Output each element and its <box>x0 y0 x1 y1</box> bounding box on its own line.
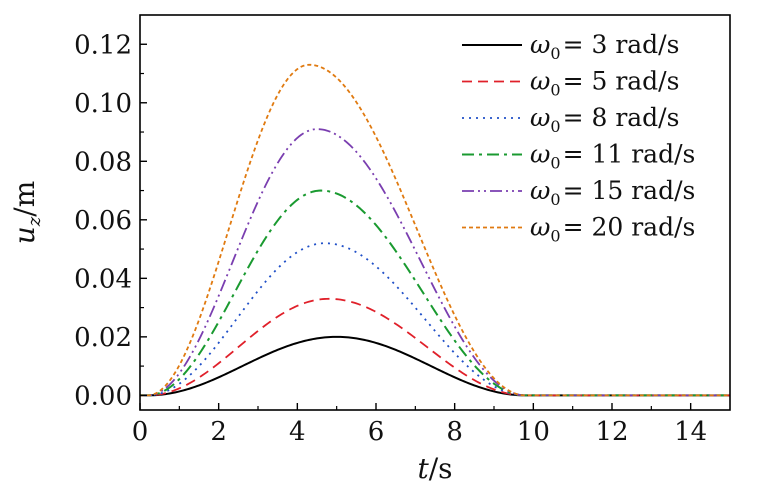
plot-frame <box>139 14 731 411</box>
series-line-1 <box>140 297 730 397</box>
axes: 0 2 4 6 8 10 12 14 0.00 0.02 0.04 0.06 0.08 0.10 0.12 t… <box>8 14 731 485</box>
series-line-0 <box>140 335 730 397</box>
y-axis-title: uz/m <box>8 181 45 245</box>
legend-label-1: ω0= 5 rad/s <box>530 67 679 100</box>
x-tick-label: 12 <box>595 417 628 447</box>
y-tick-label: 0.12 <box>74 30 132 60</box>
plot-area <box>140 63 730 397</box>
legend-label-2: ω0= 8 rad/s <box>530 103 679 136</box>
legend-label-5: ω0= 20 rad/s <box>530 213 695 246</box>
x-tick-label: 0 <box>132 417 149 447</box>
series-line-2 <box>140 242 730 397</box>
x-tick-label: 6 <box>368 417 385 447</box>
series-line-4 <box>140 128 730 397</box>
x-tick-label: 8 <box>446 417 463 447</box>
y-tick-label: 0.10 <box>74 89 132 119</box>
series-line-3 <box>140 189 730 397</box>
y-tick-label: 0.02 <box>74 323 132 353</box>
y-tick-label: 0.00 <box>74 381 132 411</box>
legend: ω0= 3 rad/s ω0= 5 rad/sω0= 8 rad/s ω0= 11 … <box>462 30 695 246</box>
legend-label-0: ω0= 3 rad/s <box>530 30 679 63</box>
y-tick-label: 0.06 <box>74 206 132 236</box>
y-tick-label: 0.04 <box>74 264 132 294</box>
x-tick-label: 4 <box>289 417 306 447</box>
x-axis-title: t/s <box>417 452 452 485</box>
x-tick-label: 2 <box>210 417 227 447</box>
legend-label-4: ω0= 15 rad/s <box>530 176 695 209</box>
x-tick-label: 10 <box>517 417 550 447</box>
y-tick-label: 0.08 <box>74 147 132 177</box>
legend-label-3: ω0= 11 rad/s <box>530 140 695 173</box>
x-tick-label: 14 <box>674 417 707 447</box>
